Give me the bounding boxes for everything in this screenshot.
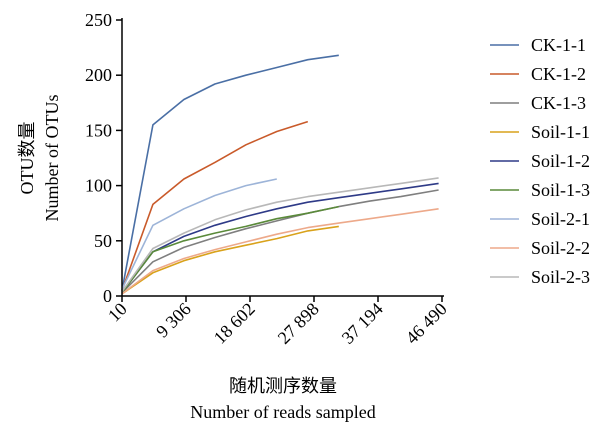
series-line-soil-2-2 xyxy=(121,208,439,295)
series-line-ck-1-2 xyxy=(121,120,309,291)
series-line-ck-1-1 xyxy=(121,54,339,291)
series-line-soil-2-1 xyxy=(121,178,277,290)
series-line-soil-1-1 xyxy=(121,225,339,295)
x-tick-label: 9 306 xyxy=(152,299,195,342)
y-ticks: 0 50 100 150 200 250 xyxy=(85,10,122,306)
x-tick-label: 37 194 xyxy=(338,299,387,348)
x-axis-title: 随机测序数量 xyxy=(229,376,337,396)
y-tick-label: 50 xyxy=(94,231,112,251)
y-tick-label: 0 xyxy=(103,286,112,306)
series-line-soil-1-3 xyxy=(121,205,339,294)
legend-label: Soil-2-1 xyxy=(531,209,590,229)
x-ticks: 10 9 306 18 602 27 898 37 194 46 490 xyxy=(104,296,451,348)
x-axis-title-english: Number of reads sampled xyxy=(190,402,375,422)
plot-lines xyxy=(121,54,439,295)
legend-label: Soil-1-2 xyxy=(531,151,590,171)
legend-label: CK-1-3 xyxy=(531,93,586,113)
y-axis-title: OTU数量 xyxy=(17,122,37,195)
x-tick-label: 27 898 xyxy=(274,299,323,348)
series-line-soil-1-2 xyxy=(121,182,439,294)
axes xyxy=(121,18,444,297)
legend-label: Soil-2-3 xyxy=(531,267,590,287)
legend-label: CK-1-1 xyxy=(531,35,586,55)
legend-label: Soil-1-3 xyxy=(531,180,590,200)
y-tick-label: 200 xyxy=(85,65,112,85)
legend-label: CK-1-2 xyxy=(531,64,586,84)
y-tick-label: 150 xyxy=(85,120,112,140)
legend-label: Soil-2-2 xyxy=(531,238,590,258)
x-tick-label: 18 602 xyxy=(210,299,259,348)
legend: CK-1-1 CK-1-2 CK-1-3 Soil-1-1 Soil-1-2 Soil-1… xyxy=(490,35,590,287)
y-tick-label: 250 xyxy=(85,10,112,30)
series-line-ck-1-3 xyxy=(121,189,439,294)
y-axis-title-english: Number of OTUs xyxy=(42,95,62,222)
series-line-soil-2-3 xyxy=(121,177,439,293)
legend-label: Soil-1-1 xyxy=(531,122,590,142)
y-tick-label: 100 xyxy=(85,176,112,196)
x-tick-label: 46 490 xyxy=(402,299,451,348)
